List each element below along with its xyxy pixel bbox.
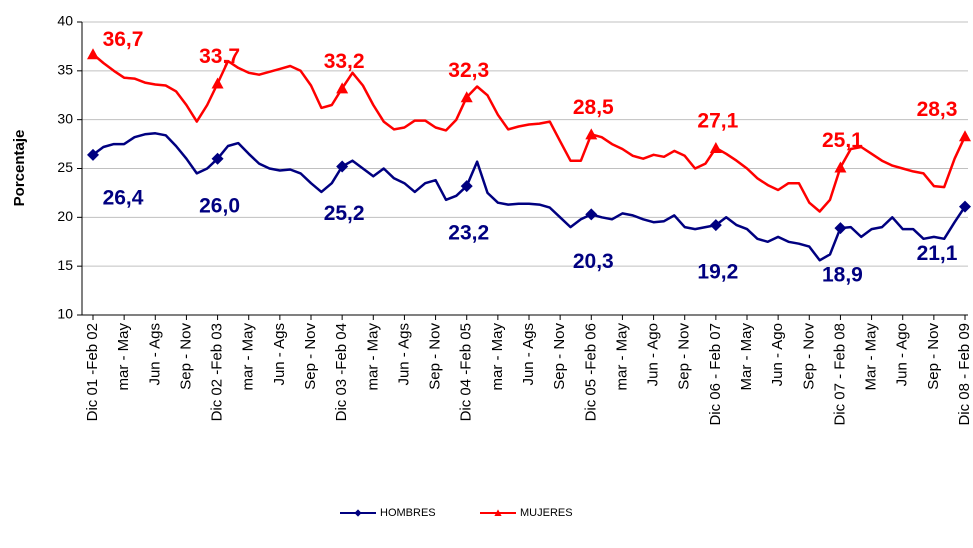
x-tick-label: Dic 04 -Feb 05	[458, 323, 475, 421]
y-tick-label: 40	[57, 13, 73, 29]
x-tick-label: Jun - Ago	[645, 323, 662, 386]
x-tick-label: Sep - Nov	[177, 323, 194, 390]
data-label: 18,9	[822, 264, 863, 287]
marker	[709, 219, 722, 232]
y-tick-label: 10	[57, 306, 73, 322]
marker	[834, 161, 847, 173]
x-tick-label: mar - May	[240, 323, 257, 391]
data-label: 28,5	[573, 96, 614, 119]
legend-label: MUJERES	[520, 507, 573, 519]
x-tick-label: Sep - Nov	[800, 323, 817, 390]
x-tick-label: mar - May	[115, 323, 132, 391]
x-tick-label: Dic 08 - Feb 09	[956, 323, 973, 426]
x-tick-label: Sep - Nov	[676, 323, 693, 390]
x-tick-label: Mar - May	[738, 323, 755, 391]
x-tick-label: Jun - Ago	[769, 323, 786, 386]
legend-marker	[494, 509, 502, 516]
data-label: 21,1	[917, 242, 958, 265]
legend-label: HOMBRES	[380, 507, 436, 519]
x-tick-label: Jun - Ags	[520, 323, 537, 386]
x-tick-label: mar - May	[489, 323, 506, 391]
series-line	[92, 132, 967, 262]
data-label: 26,0	[199, 194, 240, 217]
legend-marker	[354, 509, 362, 517]
x-tick-label: Sep - Nov	[427, 323, 444, 390]
marker	[336, 82, 349, 94]
y-axis-label: Porcentaje	[11, 130, 28, 207]
data-label: 25,2	[324, 202, 365, 225]
x-tick-label: Dic 02 -Feb 03	[209, 323, 226, 421]
marker	[585, 208, 598, 221]
data-label: 33,2	[324, 50, 365, 73]
x-tick-label: Dic 05 -Feb 06	[582, 323, 599, 421]
x-tick-label: Sep - Nov	[551, 323, 568, 390]
data-label: 20,3	[573, 250, 614, 273]
marker	[336, 160, 349, 173]
y-tick-label: 15	[57, 257, 73, 273]
x-tick-label: Dic 07 - Feb 08	[831, 323, 848, 426]
x-tick-label: Jun - Ags	[271, 323, 288, 386]
data-label: 28,3	[917, 98, 958, 121]
y-tick-label: 35	[57, 62, 73, 78]
x-tick-label: Sep - Nov	[925, 323, 942, 390]
marker	[87, 148, 99, 161]
data-label: 32,3	[448, 59, 489, 82]
marker	[585, 128, 598, 140]
x-tick-label: Sep - Nov	[302, 323, 319, 390]
marker	[87, 48, 99, 60]
marker	[959, 200, 971, 213]
data-label: 23,2	[448, 222, 489, 245]
marker	[959, 130, 971, 142]
marker	[211, 77, 224, 89]
x-tick-label: Mar - May	[863, 323, 880, 391]
data-label: 25,1	[822, 129, 863, 152]
y-tick-label: 30	[57, 110, 73, 126]
marker	[460, 180, 473, 193]
data-label: 26,4	[103, 186, 144, 209]
x-tick-label: Jun - Ags	[146, 323, 163, 386]
marker	[709, 141, 722, 153]
marker	[834, 222, 847, 235]
marker	[460, 91, 473, 103]
x-tick-label: mar - May	[613, 323, 630, 391]
x-tick-label: Jun - Ags	[395, 323, 412, 386]
x-tick-label: Dic 03 -Feb 04	[333, 323, 350, 421]
x-tick-label: Jun - Ago	[894, 323, 911, 386]
y-tick-label: 20	[57, 208, 73, 224]
y-tick-label: 25	[57, 159, 73, 175]
data-label: 36,7	[103, 28, 144, 51]
x-tick-label: mar - May	[364, 323, 381, 391]
marker	[211, 152, 224, 165]
x-tick-label: Dic 06 - Feb 07	[707, 323, 724, 426]
data-label: 19,2	[697, 261, 738, 284]
series-line	[92, 53, 967, 213]
data-label: 27,1	[697, 110, 738, 133]
x-tick-label: Dic 01 -Feb 02	[84, 323, 101, 421]
data-label: 33,7	[199, 45, 240, 68]
